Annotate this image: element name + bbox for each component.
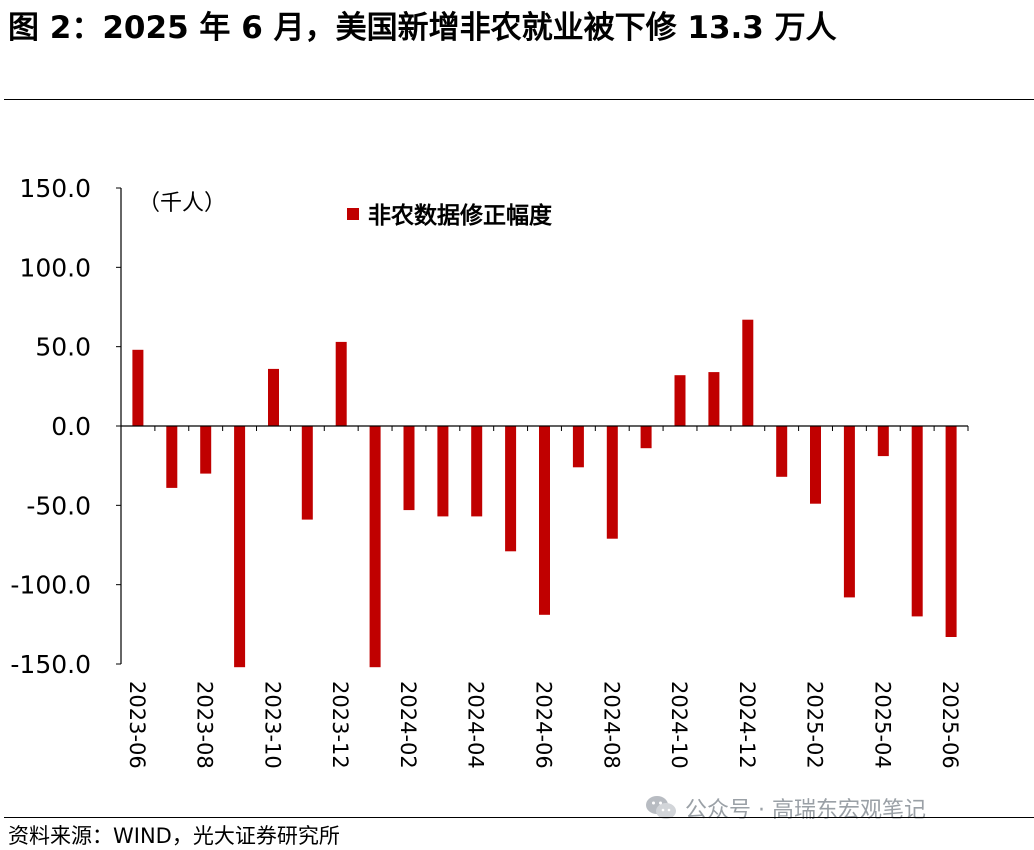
bar-group xyxy=(132,319,957,668)
y-tick-label: 100.0 xyxy=(19,253,91,282)
bottom-rule xyxy=(4,817,1034,818)
bar-2023-11 xyxy=(301,426,313,520)
y-axis-ticks: 150.0 100.0 50.0 0.0 -50.0 -100.0 -150.0 xyxy=(10,174,121,679)
x-tick-label: 2024-10 xyxy=(667,681,691,769)
legend-swatch xyxy=(347,208,359,220)
bar-2024-06 xyxy=(539,426,550,615)
bar-2024-03 xyxy=(437,426,449,517)
y-tick-label: -100.0 xyxy=(10,571,91,600)
y-unit-label: （千人） xyxy=(138,191,226,216)
bar-2024-11 xyxy=(708,372,720,426)
bar-2024-12 xyxy=(742,319,754,426)
legend: 非农数据修正幅度 xyxy=(347,202,553,229)
bar-2024-10 xyxy=(674,375,686,426)
x-tick-label: 2023-12 xyxy=(328,681,352,769)
wechat-icon xyxy=(646,796,676,819)
bar-2024-08 xyxy=(606,426,618,539)
x-tick-label: 2023-06 xyxy=(125,681,149,769)
bar-2024-01 xyxy=(369,426,381,668)
y-tick-label: 0.0 xyxy=(51,412,91,441)
bar-2025-02 xyxy=(810,426,821,504)
watermark: 公众号 · 高瑞东宏观笔记 xyxy=(645,791,926,825)
x-tick-label: 2025-02 xyxy=(803,681,827,769)
bar-2023-08 xyxy=(200,426,212,474)
bar-2023-07 xyxy=(166,426,178,488)
x-tick-label: 2023-10 xyxy=(261,681,285,769)
x-tick-label: 2024-04 xyxy=(464,681,488,769)
bar-2023-12 xyxy=(335,341,347,426)
bar-2025-04 xyxy=(877,426,889,457)
bar-2025-03 xyxy=(843,426,855,598)
source-note: 资料来源：WIND，光大证券研究所 xyxy=(8,824,340,848)
x-tick-label: 2024-02 xyxy=(396,681,420,769)
bar-2024-04 xyxy=(471,426,483,517)
bar-2024-09 xyxy=(640,426,652,449)
x-tick-label: 2025-06 xyxy=(938,681,962,769)
x-tick-label: 2024-08 xyxy=(599,681,623,769)
top-rule xyxy=(4,99,1034,100)
x-tick-label: 2024-06 xyxy=(532,681,556,769)
bar-2023-09 xyxy=(234,426,246,668)
bar-2024-02 xyxy=(403,426,415,511)
x-tick-label: 2025-04 xyxy=(870,681,894,769)
bar-2025-01 xyxy=(776,426,788,477)
figure-title: 图 2：2025 年 6 月，美国新增非农就业被下修 13.3 万人 xyxy=(8,10,837,46)
legend-label: 非农数据修正幅度 xyxy=(368,202,553,229)
y-tick-label: -50.0 xyxy=(26,491,91,520)
watermark-text: 公众号 · 高瑞东宏观笔记 xyxy=(685,798,926,823)
bar-2024-05 xyxy=(505,426,517,552)
y-tick-label: 150.0 xyxy=(19,174,91,203)
bar-2023-06 xyxy=(132,349,144,426)
y-tick-label: 50.0 xyxy=(35,333,91,362)
bar-2025-06 xyxy=(945,426,957,637)
x-tick-label: 2024-12 xyxy=(735,681,759,769)
bar-chart: 150.0 100.0 50.0 0.0 -50.0 -100.0 -150.0 2023-… xyxy=(10,174,969,769)
bar-2025-05 xyxy=(911,426,923,617)
x-tick-label: 2023-08 xyxy=(193,681,217,769)
x-axis-ticks: 2023-06 2023-08 2023-10 2023-12 2024-02 2024-… xyxy=(120,426,969,769)
y-tick-label: -150.0 xyxy=(10,650,91,679)
bar-2024-07 xyxy=(572,426,584,468)
bar-2023-10 xyxy=(268,368,279,426)
